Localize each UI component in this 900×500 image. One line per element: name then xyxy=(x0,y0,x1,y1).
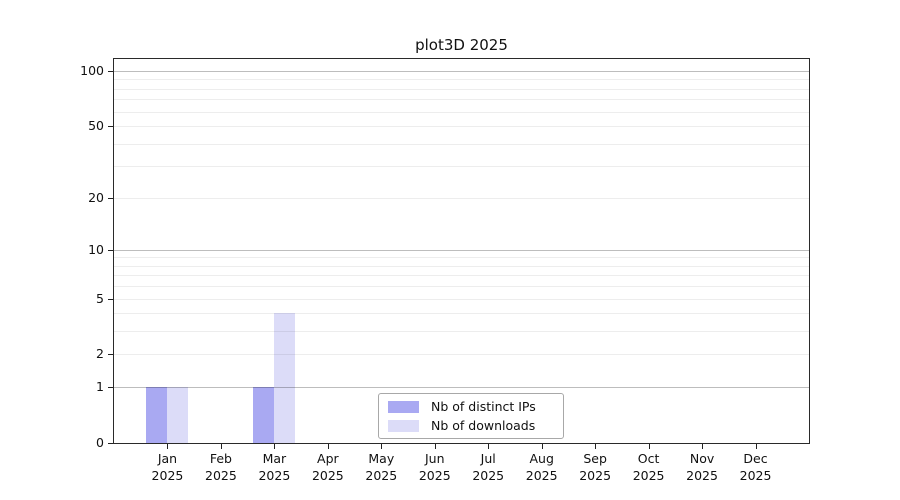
x-tick-mark xyxy=(648,444,650,449)
y-tick-label: 20 xyxy=(88,189,104,205)
gridline-major xyxy=(114,70,809,72)
x-tick-label: Jul 2025 xyxy=(472,451,505,483)
x-tick-label: Apr 2025 xyxy=(311,451,344,483)
y-tick-label: 5 xyxy=(96,290,104,306)
y-tick-mark xyxy=(108,354,113,356)
y-tick-mark xyxy=(108,70,113,72)
gridline-minor xyxy=(114,257,809,259)
y-tick-label: 1 xyxy=(96,379,104,395)
x-tick-mark xyxy=(488,444,490,449)
y-tick-label: 0 xyxy=(96,435,104,450)
legend-label-distinct-ips: Nb of distinct IPs xyxy=(431,399,536,414)
x-tick-mark xyxy=(702,444,704,449)
legend-item-downloads: Nb of downloads xyxy=(388,418,554,433)
y-tick-label: 10 xyxy=(88,241,104,257)
gridline-minor xyxy=(114,331,809,333)
legend-item-distinct-ips: Nb of distinct IPs xyxy=(388,399,554,414)
x-tick-label: Feb 2025 xyxy=(205,451,237,483)
bar-mar-series0 xyxy=(253,387,275,443)
y-tick-label: 100 xyxy=(80,62,104,78)
gridline-minor xyxy=(114,286,809,288)
gridline-minor xyxy=(114,79,809,81)
x-tick-label: Aug 2025 xyxy=(525,451,558,483)
x-tick-label: Mar 2025 xyxy=(258,451,291,483)
legend-swatch-distinct-ips xyxy=(388,400,419,413)
x-tick-mark xyxy=(167,444,169,449)
gridline-minor xyxy=(114,197,809,199)
gridline-minor xyxy=(114,354,809,356)
y-tick-mark xyxy=(108,387,113,389)
y-tick-mark xyxy=(108,126,113,128)
x-tick-label: May 2025 xyxy=(365,451,398,483)
gridline-major xyxy=(114,249,809,251)
y-tick-label: 50 xyxy=(88,118,104,134)
x-tick-label: Jan 2025 xyxy=(151,451,184,483)
gridline-minor xyxy=(114,99,809,101)
x-tick-mark xyxy=(220,444,222,449)
x-tick-mark xyxy=(541,444,543,449)
gridline-major xyxy=(114,387,809,389)
y-tick-mark xyxy=(108,298,113,300)
y-tick-label: 2 xyxy=(96,346,104,362)
legend: Nb of distinct IPs Nb of downloads xyxy=(378,393,564,439)
x-tick-mark xyxy=(755,444,757,449)
gridline-minor xyxy=(114,126,809,128)
gridline-minor xyxy=(114,313,809,315)
gridline-minor xyxy=(114,265,809,267)
plot-area: 0 1 2 5 10 20 50 100 Jan 2025 Feb 2025 Mar 2025 Apr 202… xyxy=(80,58,810,483)
y-tick-mark xyxy=(108,197,113,199)
x-tick-label: Jun 2025 xyxy=(418,451,451,483)
x-tick-mark xyxy=(381,444,383,449)
x-tick-label: Oct 2025 xyxy=(632,451,665,483)
x-tick-mark xyxy=(274,444,276,449)
gridline-minor xyxy=(114,166,809,168)
gridline-minor xyxy=(114,275,809,277)
gridline-minor xyxy=(114,298,809,300)
x-tick-mark xyxy=(595,444,597,449)
legend-swatch-downloads xyxy=(388,419,419,432)
chart-title: plot3D 2025 xyxy=(415,36,508,54)
gridline-minor xyxy=(114,88,809,90)
x-tick-mark xyxy=(327,444,329,449)
x-tick-label: Nov 2025 xyxy=(686,451,718,483)
x-tick-label: Dec 2025 xyxy=(739,451,772,483)
x-tick-mark xyxy=(434,444,436,449)
gridline-minor xyxy=(114,111,809,113)
gridline-minor xyxy=(114,143,809,145)
bar-jan-series0 xyxy=(146,387,168,443)
bar-jan-series1 xyxy=(167,387,189,443)
y-tick-mark xyxy=(108,249,113,251)
legend-label-downloads: Nb of downloads xyxy=(431,418,536,433)
y-tick-mark xyxy=(108,443,113,444)
x-tick-label: Sep 2025 xyxy=(579,451,612,483)
bar-mar-series1 xyxy=(274,313,296,443)
